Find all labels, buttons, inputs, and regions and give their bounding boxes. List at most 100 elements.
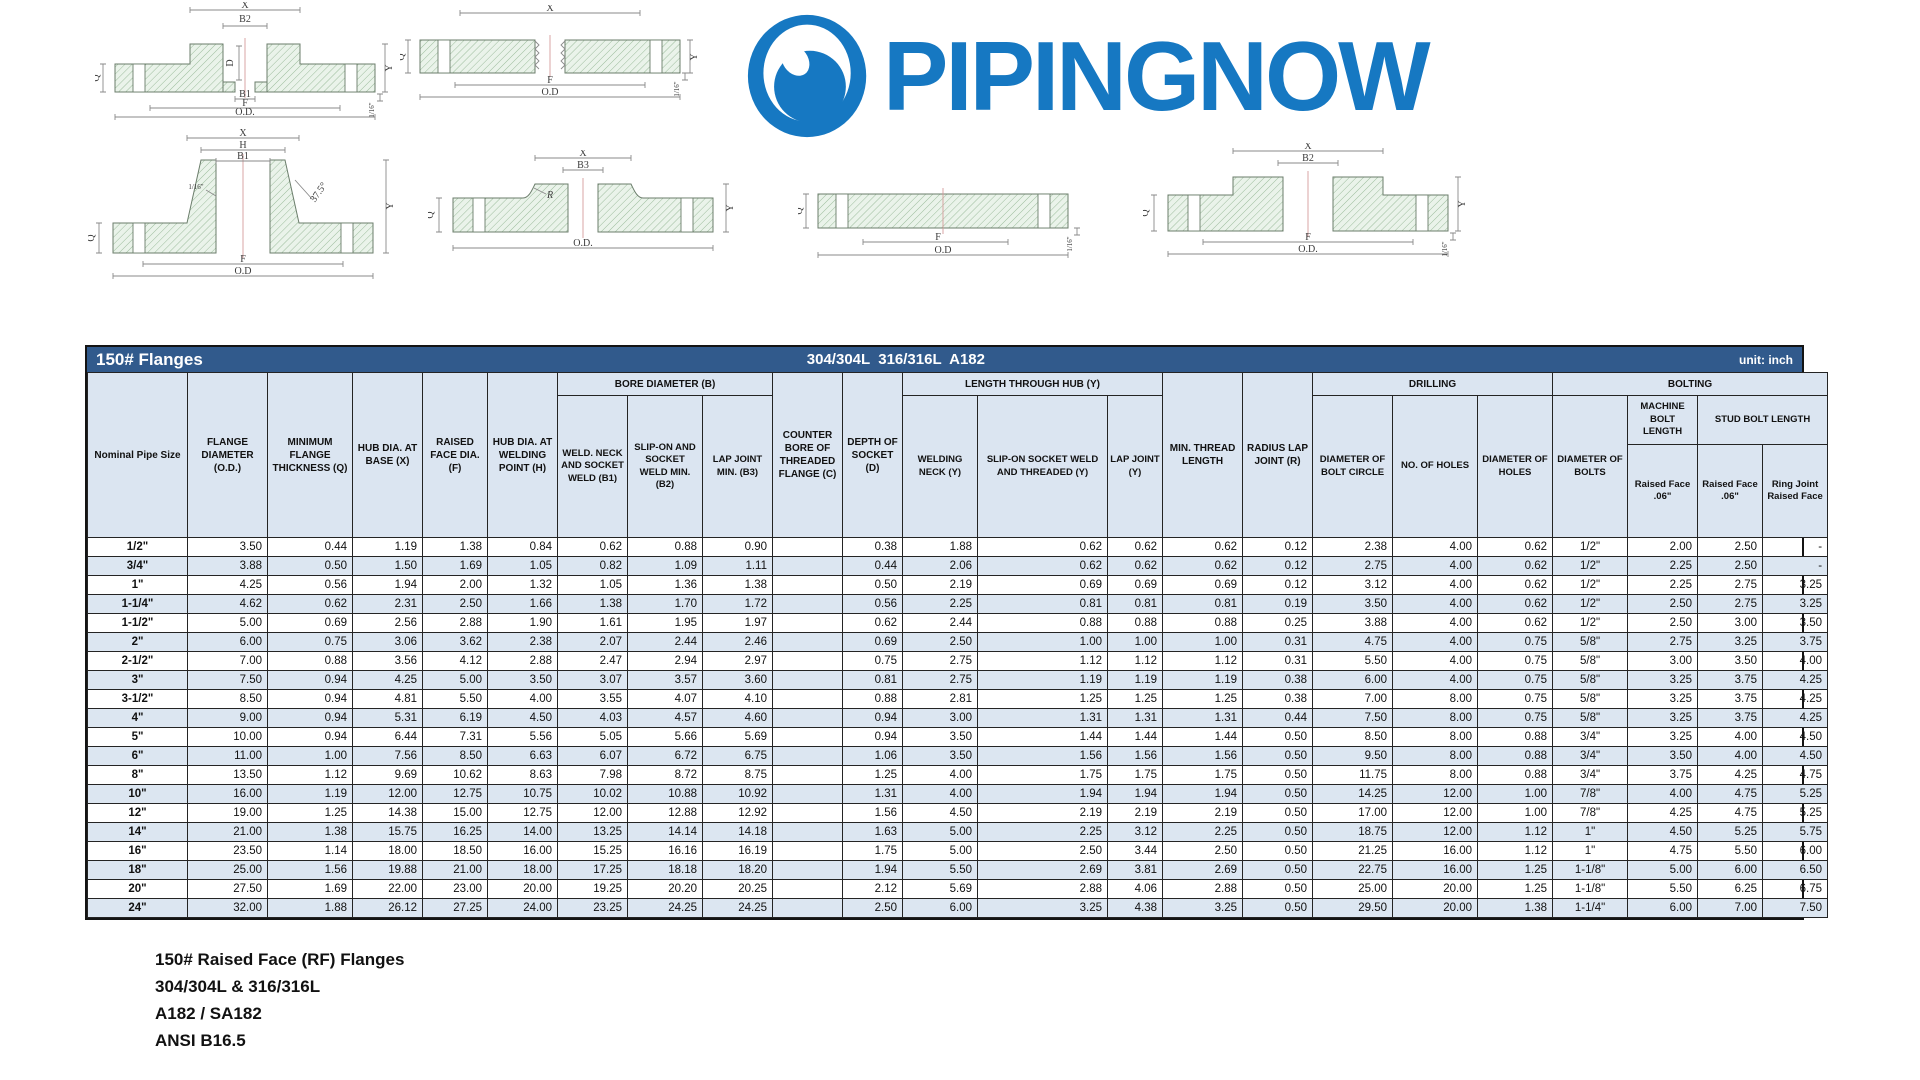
pipe-size-cell: 1-1/2" bbox=[87, 613, 188, 633]
value-cell: 5.00 bbox=[187, 613, 268, 633]
pipe-size-cell: 3/4" bbox=[87, 556, 188, 576]
value-cell: 4.00 bbox=[1392, 670, 1479, 690]
table-header: Nominal Pipe Size FLANGE DIAMETER (O.D.)… bbox=[87, 372, 1829, 538]
value-cell: 1.94 bbox=[977, 784, 1108, 804]
value-cell: 1.69 bbox=[422, 556, 488, 576]
value-cell: 0.50 bbox=[1242, 765, 1314, 785]
value-cell: 4.25 bbox=[1697, 765, 1764, 785]
value-cell: 0.69 bbox=[1162, 575, 1244, 595]
value-cell: 0.50 bbox=[1242, 879, 1314, 899]
pipe-size-cell: 10" bbox=[87, 784, 188, 804]
value-cell: 5.00 bbox=[902, 822, 978, 842]
value-cell: 1.88 bbox=[902, 537, 978, 557]
value-cell: 0.50 bbox=[1242, 727, 1314, 747]
table-row: 18" 25.00 1.56 19.88 21.00 18.00 17.25 18.18 18.… bbox=[87, 860, 1829, 880]
footer-notes: 150# Raised Face (RF) Flanges 304/304L &… bbox=[155, 946, 404, 1054]
value-cell: 1.12 bbox=[1162, 651, 1244, 671]
value-cell: 3.62 bbox=[422, 632, 488, 652]
value-cell: 10.62 bbox=[422, 765, 488, 785]
value-cell bbox=[772, 822, 843, 842]
value-cell: 0.44 bbox=[267, 537, 353, 557]
value-cell: 3.50 bbox=[902, 746, 978, 766]
dim-label: Q bbox=[428, 211, 436, 219]
value-cell: 14.14 bbox=[627, 822, 703, 842]
value-cell: 1.12 bbox=[267, 765, 353, 785]
dim-label: O.D. bbox=[1298, 244, 1317, 255]
value-cell: 8.75 bbox=[702, 765, 773, 785]
pipe-size-cell: 1/2" bbox=[87, 537, 188, 557]
value-cell: 2.56 bbox=[352, 613, 423, 633]
col-b3: LAP JOINT MIN. (B3) bbox=[702, 395, 773, 538]
value-cell: 0.12 bbox=[1242, 575, 1314, 595]
table-body: 1/2" 3.50 0.44 1.19 1.38 0.84 0.62 0.88 0.90 0.38… bbox=[87, 537, 1829, 918]
value-cell: 9.50 bbox=[1312, 746, 1394, 766]
pipe-size-cell: 5" bbox=[87, 727, 188, 747]
value-cell: 0.82 bbox=[557, 556, 628, 576]
value-cell: 1.97 bbox=[702, 613, 773, 633]
value-cell: 8.00 bbox=[1392, 727, 1479, 747]
value-cell: 6.72 bbox=[627, 746, 703, 766]
value-cell: 0.31 bbox=[1242, 651, 1314, 671]
value-cell: 3/4" bbox=[1552, 727, 1629, 747]
value-cell: 7.50 bbox=[1312, 708, 1394, 728]
value-cell: 1.94 bbox=[1106, 784, 1164, 804]
value-cell: 20.00 bbox=[487, 879, 558, 899]
dim-label: O.D bbox=[935, 245, 952, 256]
value-cell: 3.50 bbox=[1627, 746, 1699, 766]
value-cell: 0.38 bbox=[842, 537, 903, 557]
value-cell: 6.63 bbox=[487, 746, 558, 766]
value-cell: 10.02 bbox=[557, 784, 628, 804]
value-cell: 6.00 bbox=[1312, 670, 1394, 690]
value-cell: 13.25 bbox=[557, 822, 628, 842]
value-cell: 2.88 bbox=[977, 879, 1108, 899]
value-cell: 0.62 bbox=[1477, 613, 1554, 633]
value-cell: 5.50 bbox=[1697, 841, 1764, 861]
logo-mark bbox=[747, 14, 867, 138]
dim-label: Q bbox=[88, 234, 97, 242]
dim-label: H bbox=[239, 140, 246, 151]
value-cell: 5.50 bbox=[1627, 879, 1699, 899]
dim-label: O.D bbox=[235, 266, 252, 277]
value-cell: 5/8" bbox=[1552, 651, 1629, 671]
dim-label: X bbox=[241, 2, 249, 11]
col-b1: WELD. NECK AND SOCKET WELD (B1) bbox=[557, 395, 628, 538]
value-cell: 8.00 bbox=[1392, 746, 1479, 766]
value-cell: 7.50 bbox=[1762, 898, 1829, 918]
value-cell: 7.98 bbox=[557, 765, 628, 785]
value-cell: 3.75 bbox=[1697, 708, 1764, 728]
value-cell: 4.75 bbox=[1762, 765, 1829, 785]
value-cell: 1.25 bbox=[842, 765, 903, 785]
value-cell: 2.46 bbox=[702, 632, 773, 652]
value-cell: 2.97 bbox=[702, 651, 773, 671]
value-cell: 4.00 bbox=[1392, 537, 1479, 557]
value-cell: 14.00 bbox=[487, 822, 558, 842]
col-slip-on: SLIP-ON SOCKET WELD AND THREADED (Y) bbox=[977, 395, 1108, 538]
value-cell: 0.62 bbox=[1477, 556, 1554, 576]
value-cell: 3.00 bbox=[1697, 613, 1764, 633]
value-cell: 5/8" bbox=[1552, 670, 1629, 690]
value-cell: 6.25 bbox=[1697, 879, 1764, 899]
value-cell: 2.25 bbox=[902, 594, 978, 614]
value-cell: 1.12 bbox=[1477, 841, 1554, 861]
flange-spec-table: 150# Flanges 304/304L 316/316L A182 unit… bbox=[85, 345, 1829, 920]
value-cell: 0.62 bbox=[267, 594, 353, 614]
value-cell: 18.18 bbox=[627, 860, 703, 880]
value-cell: 2.50 bbox=[1697, 556, 1764, 576]
value-cell: 5/8" bbox=[1552, 689, 1629, 709]
value-cell: 0.62 bbox=[557, 537, 628, 557]
value-cell: 13.50 bbox=[187, 765, 268, 785]
value-cell: 12.00 bbox=[1392, 803, 1479, 823]
value-cell: 8.72 bbox=[627, 765, 703, 785]
col-socket-depth: DEPTH OF SOCKET (D) bbox=[842, 372, 903, 538]
col-counter-bore: COUNTER BORE OF THREADED FLANGE (C) bbox=[772, 372, 843, 538]
col-machine-bolt: MACHINE BOLT LENGTH bbox=[1627, 395, 1699, 445]
value-cell: 5.25 bbox=[1697, 822, 1764, 842]
table-unit: unit: inch bbox=[1739, 352, 1793, 367]
dim-label: B2 bbox=[1302, 153, 1314, 164]
value-cell: 4.00 bbox=[1697, 727, 1764, 747]
value-cell: 10.88 bbox=[627, 784, 703, 804]
dim-label: O.D. bbox=[235, 107, 254, 118]
value-cell: 0.81 bbox=[1106, 594, 1164, 614]
value-cell: 0.88 bbox=[977, 613, 1108, 633]
value-cell: 1.69 bbox=[267, 879, 353, 899]
